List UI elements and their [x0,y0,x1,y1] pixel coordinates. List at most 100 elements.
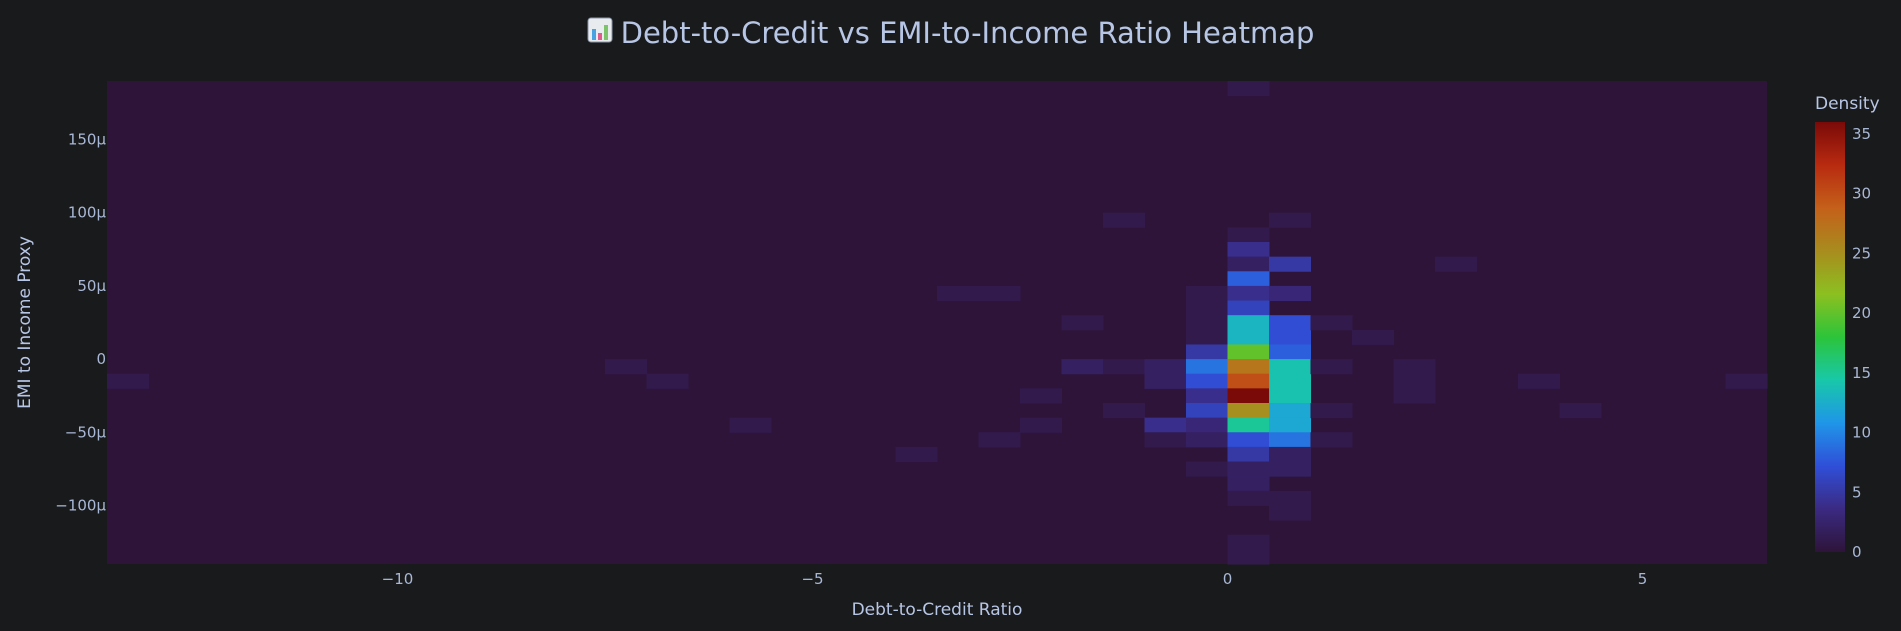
colorbar-tick-label: 10 [1852,424,1871,442]
heatmap-cell [1269,373,1311,389]
heatmap-cell [1310,432,1353,448]
chart-title-text: Debt-to-Credit vs EMI-to-Income Ratio He… [620,16,1315,50]
heatmap-cell [1227,417,1270,433]
heatmap-cell [1227,315,1270,331]
colorbar-tick-label: 5 [1852,483,1862,501]
heatmap-cell [1269,446,1311,463]
x-tick-label: −5 [801,570,823,588]
heatmap-cell [1061,315,1104,331]
heatmap-cell [1227,300,1270,316]
heatmap-cell [1310,359,1353,375]
heatmap-cell [1310,315,1353,331]
heatmap-cell [1227,285,1270,302]
heatmap-cell [895,446,938,463]
y-axis-ticks: −100µ −50µ 0 50µ 100µ 150µ [55,131,106,515]
plot-background [107,81,1767,564]
heatmap-cell [978,285,1021,302]
y-tick-label: 50µ [77,277,106,295]
x-tick-label: 0 [1223,570,1233,588]
heatmap-cell [1020,388,1062,404]
heatmap-cell [1227,242,1270,258]
heatmap-cell [1186,359,1228,375]
heatmap-cell [1227,373,1270,389]
heatmap-cell [1269,490,1311,506]
heatmap-cell [1269,315,1311,331]
heatmap-cell [1269,403,1311,419]
colorbar-title: Density [1815,94,1880,114]
colorbar-tick-label: 30 [1852,185,1871,203]
heatmap-cell [1103,359,1145,375]
x-axis-ticks: −10 −5 0 5 [382,570,1648,588]
heatmap-cell [937,285,979,302]
heatmap-cell [1227,329,1270,345]
y-tick-label: 0 [96,350,106,368]
heatmap-cell [1393,373,1436,389]
heatmap-cell [1227,461,1270,477]
colorbar: Density 0 5 10 15 20 25 30 35 [1815,94,1880,561]
heatmap-cell [1227,256,1270,272]
heatmap-cell [1227,490,1270,506]
heatmap-cell [1269,505,1311,521]
heatmap-cell [1227,344,1270,360]
heatmap-cell [646,373,689,389]
colorbar-gradient [1815,122,1845,552]
heatmap-cell [1269,329,1311,345]
heatmap-cell [1103,212,1145,228]
colorbar-tick-label: 0 [1852,543,1862,561]
heatmap-cell [1269,344,1311,360]
heatmap-cell [1144,432,1187,448]
heatmap-cell [1352,329,1394,345]
heatmap-cell [1144,359,1187,375]
heatmap-cell [1186,285,1228,302]
x-tick-label: −10 [382,570,414,588]
heatmap-cell [1269,461,1311,477]
heatmap-cell [107,373,149,389]
heatmap-cell [729,417,772,433]
colorbar-tick-label: 35 [1852,125,1871,143]
heatmap-cell [1186,300,1228,316]
y-axis-label: EMI to Income Proxy [15,236,35,409]
y-tick-label: −50µ [65,423,107,441]
heatmap-cell [1186,344,1228,360]
heatmap-cell [1227,388,1270,404]
heatmap-cell [978,432,1021,448]
y-tick-label: −100µ [55,496,106,514]
heatmap-cell [1186,388,1228,404]
heatmap-cell [1186,329,1228,345]
heatmap-cell [1020,417,1062,433]
heatmap-cell [1227,476,1270,492]
heatmap-cell [1269,388,1311,404]
heatmap-cell [1227,446,1270,463]
heatmap-cell [1227,403,1270,419]
heatmap-cell [1269,432,1311,448]
heatmap-cell [1227,271,1270,287]
heatmap-cell [1144,373,1187,389]
heatmap-cell [1269,256,1311,272]
heatmap-cell [1061,359,1104,375]
heatmap-cell [1186,315,1228,331]
heatmap-cell [1103,403,1145,419]
heatmap-cell [1559,403,1602,419]
heatmap-cell [1227,432,1270,448]
heatmap-cell [1269,212,1311,228]
heatmap-cell [1186,373,1228,389]
heatmap-cell [1269,285,1311,302]
heatmap-cell [1186,432,1228,448]
heatmap-cell [1227,227,1270,243]
colorbar-ticks: 0 5 10 15 20 25 30 35 [1852,125,1871,561]
heatmap-cell [1518,373,1560,389]
heatmap-cell [1269,417,1311,433]
heatmap-cells [107,81,1768,565]
x-axis-label: Debt-to-Credit Ratio [852,600,1023,620]
heatmap-cell [1227,359,1270,375]
heatmap-cell [1186,403,1228,419]
colorbar-tick-label: 15 [1852,364,1871,382]
heatmap-cell [1393,359,1436,375]
heatmap-cell [1227,534,1270,550]
heatmap-cell [1269,359,1311,375]
heatmap-cell [1227,81,1270,97]
heatmap-cell [605,359,647,375]
heatmap-cell [1227,549,1270,565]
